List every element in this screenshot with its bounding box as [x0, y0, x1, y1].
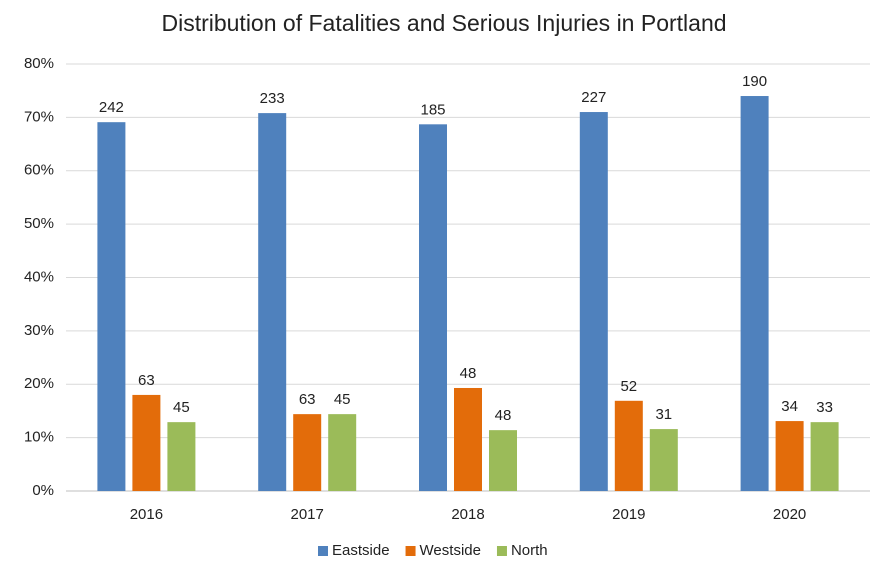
bar	[293, 414, 322, 491]
data-label: 48	[495, 407, 512, 424]
legend-swatch	[496, 546, 507, 556]
bar	[167, 422, 196, 491]
data-label: 242	[99, 99, 124, 116]
legend-label: Eastside	[332, 542, 390, 559]
bar	[810, 422, 839, 491]
data-label: 185	[420, 101, 445, 118]
x-tick-label: 2017	[291, 506, 324, 523]
bar	[614, 400, 643, 491]
x-tick-label: 2020	[773, 506, 806, 523]
data-label: 233	[260, 90, 285, 107]
data-label: 227	[581, 89, 606, 106]
legend-swatch	[318, 546, 328, 556]
bar	[328, 414, 357, 491]
y-tick-label: 20%	[24, 375, 54, 392]
bar	[740, 96, 769, 492]
data-label: 63	[299, 391, 316, 408]
bar	[649, 429, 678, 491]
data-label: 31	[655, 406, 672, 423]
y-tick-label: 50%	[24, 215, 54, 232]
x-tick-label: 2019	[612, 506, 645, 523]
bar	[419, 124, 447, 491]
y-tick-label: 70%	[24, 108, 54, 125]
bar	[258, 113, 287, 491]
legend-swatch	[405, 546, 416, 556]
legend-label: Westside	[420, 542, 481, 559]
data-label: 48	[460, 365, 477, 382]
data-label: 52	[620, 378, 637, 395]
bar	[132, 394, 161, 491]
data-label: 34	[781, 398, 798, 415]
y-tick-label: 80%	[24, 55, 54, 72]
data-label: 45	[173, 399, 190, 416]
bar	[97, 122, 126, 492]
x-tick-label: 2016	[130, 506, 163, 523]
chart-title: Distribution of Fatalities and Serious I…	[161, 10, 726, 36]
x-tick-label: 2018	[451, 506, 484, 523]
bar	[775, 421, 804, 491]
legend-label: North	[511, 542, 548, 559]
data-label: 45	[334, 391, 351, 408]
y-tick-label: 10%	[24, 429, 54, 446]
data-label: 63	[138, 372, 155, 389]
y-tick-label: 40%	[24, 268, 54, 285]
y-tick-label: 30%	[24, 322, 54, 339]
bar	[489, 430, 517, 491]
bar	[454, 387, 482, 491]
y-tick-label: 0%	[32, 482, 54, 499]
y-tick-label: 60%	[24, 162, 54, 179]
bar	[579, 112, 608, 491]
data-label: 190	[742, 73, 767, 90]
data-label: 33	[816, 399, 833, 416]
